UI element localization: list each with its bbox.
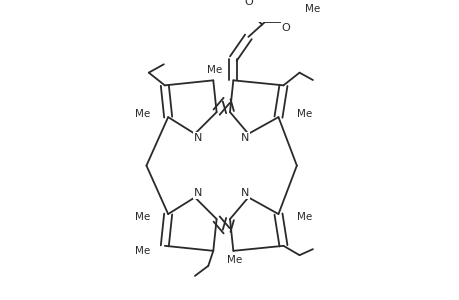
Text: N: N xyxy=(194,133,202,143)
Text: Me: Me xyxy=(134,246,150,256)
Text: Me: Me xyxy=(296,212,311,222)
Text: O: O xyxy=(281,23,290,33)
Text: Me: Me xyxy=(296,109,311,119)
Text: N: N xyxy=(241,133,249,143)
Text: Me: Me xyxy=(304,4,319,14)
Text: Me: Me xyxy=(207,65,222,75)
Text: N: N xyxy=(194,188,202,198)
Text: Me: Me xyxy=(134,109,150,119)
Text: N: N xyxy=(241,188,249,198)
Text: O: O xyxy=(243,0,252,8)
Text: Me: Me xyxy=(134,212,150,222)
Text: Me: Me xyxy=(227,255,242,265)
